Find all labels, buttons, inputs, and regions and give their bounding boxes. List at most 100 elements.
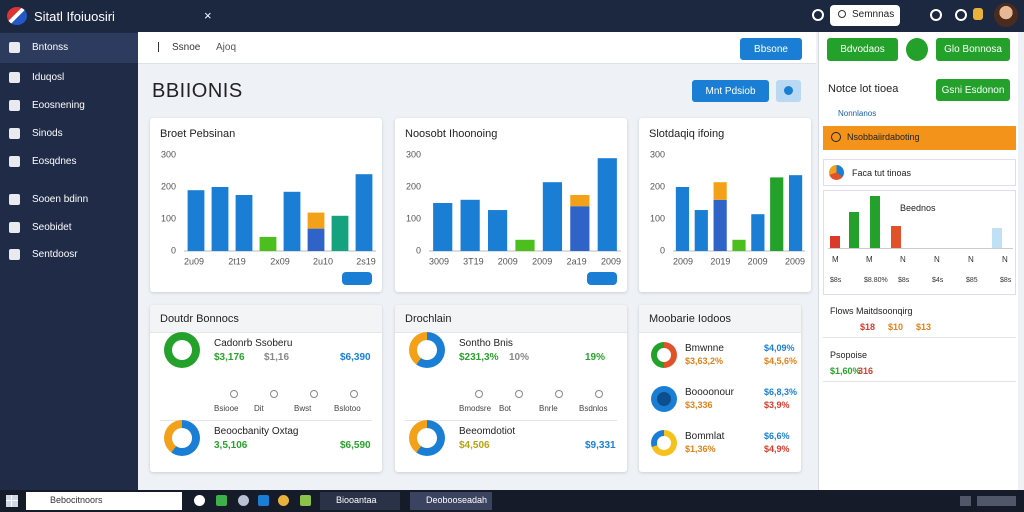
bar <box>307 212 325 229</box>
x-tick-label: 2009 <box>748 256 768 266</box>
panel-icon-button[interactable] <box>906 38 928 61</box>
chart: 0 100 200 300 2009 2019 2009 2009 <box>650 149 805 266</box>
item-label: Beeomdotiot <box>459 426 516 437</box>
item-icon-hole <box>417 428 437 448</box>
sub-icon <box>270 390 278 398</box>
item-value: $6,590 <box>340 440 371 451</box>
sidebar-item[interactable]: Iduqosl <box>32 72 65 83</box>
x-tick-label: 2019 <box>710 256 730 266</box>
item-value: $3,63,2% <box>685 356 724 366</box>
x-tick-label: 3T19 <box>463 256 484 266</box>
taskbar-icon[interactable] <box>300 495 311 506</box>
y-tick-label: 100 <box>406 213 421 223</box>
item-icon-hole <box>657 436 671 450</box>
avatar[interactable] <box>994 3 1018 27</box>
page-heading: BBIIONIS <box>152 80 243 102</box>
taskbar-icon[interactable] <box>194 495 205 506</box>
panel-button[interactable]: Glo Bonnosa <box>936 38 1010 61</box>
panel-row-value: $13 <box>916 322 932 332</box>
search-box[interactable]: Semnnas <box>830 5 900 26</box>
taskbar-icon[interactable] <box>278 495 289 506</box>
y-tick-label: 200 <box>650 181 665 191</box>
toolbar-icon[interactable] <box>812 9 824 21</box>
panel-small: Nonnlanos <box>838 109 877 118</box>
sidebar-item[interactable]: Sinods <box>32 128 63 139</box>
tray <box>960 496 1016 506</box>
card-title: Drochlain <box>405 313 452 325</box>
item-value: $6,390 <box>340 352 371 363</box>
sub-label: Dit <box>254 404 264 413</box>
orange-bar[interactable]: Nsobbaiirdaboting <box>823 126 1016 150</box>
taskbar-icon[interactable] <box>216 495 227 506</box>
item-value: $4,5,6% <box>764 356 798 366</box>
item-icon-hole <box>417 340 437 360</box>
action-button[interactable]: Mnt Pdsiob <box>692 80 769 102</box>
mini-x-label: M <box>866 255 873 264</box>
sidebar-item[interactable]: Bntonss <box>32 42 69 53</box>
sidebar-item[interactable]: Sooen bdinn <box>32 194 89 205</box>
sidebar-item[interactable]: Eoosnening <box>32 100 85 111</box>
sidebar-active <box>0 33 138 63</box>
mini-sub-label: $8s <box>830 277 842 284</box>
close-button[interactable]: × <box>204 8 212 23</box>
sub-icon <box>230 390 238 398</box>
sidebar <box>0 32 138 490</box>
sub-label: Bwst <box>294 404 312 413</box>
panel-heading-button[interactable]: Gsni Esdonon <box>936 79 1010 101</box>
item-value: $4,9% <box>764 444 790 454</box>
item-icon-hole <box>657 348 671 362</box>
x-tick-label: 2009 <box>673 256 693 266</box>
bar <box>283 191 301 251</box>
card-footer-button[interactable] <box>342 272 372 285</box>
bar <box>487 210 508 251</box>
taskbar-search[interactable]: Bebocitnoors <box>26 492 182 510</box>
item-label: Cadonrb Ssoberu <box>214 338 293 349</box>
toolbar-icon[interactable] <box>955 9 967 21</box>
panel-heading: Notce lot tioea <box>828 83 899 95</box>
tab[interactable]: Ajoq <box>216 42 237 53</box>
bar <box>570 206 590 251</box>
panel-row-value: $18 <box>860 322 876 332</box>
start-button[interactable] <box>6 495 18 507</box>
sidebar-item[interactable]: Eosqdnes <box>32 156 77 167</box>
bar <box>732 239 746 251</box>
item-label: Bommlat <box>685 431 725 442</box>
bar <box>307 228 325 251</box>
item-icon-hole <box>657 392 671 406</box>
mini-x-label: N <box>968 255 974 264</box>
mini-x-label: N <box>900 255 906 264</box>
panel-button[interactable]: Bdvodaos <box>827 38 898 61</box>
sidebar-icon <box>9 100 20 111</box>
chart-title: Broet Pebsinan <box>160 128 236 140</box>
card-footer-button[interactable] <box>587 272 617 285</box>
summary-card: Doutdr Bonnocs Cadonrb Ssoberu $3,176 $1,16… <box>150 305 382 472</box>
bar <box>211 187 229 251</box>
item-label: Sontho Bnis <box>459 338 513 349</box>
sidebar-item[interactable]: Sentdoosr <box>32 249 78 260</box>
mini-bar <box>849 212 859 248</box>
taskbar-app[interactable]: Biooantaa <box>320 492 400 510</box>
item-icon-hole <box>172 340 192 360</box>
taskbar-icon[interactable] <box>238 495 249 506</box>
item-value: $6,6% <box>764 431 790 441</box>
app-title: Sitatl Ifoiuosiri <box>34 9 115 24</box>
app-logo <box>7 7 27 25</box>
bar <box>751 214 765 251</box>
mini-sub-label: $8s <box>1000 277 1012 284</box>
x-tick-label: 2009 <box>498 256 518 266</box>
bar <box>433 203 453 251</box>
item-value: 3,5,106 <box>214 440 248 451</box>
tab[interactable]: Ssnoe <box>172 42 201 53</box>
taskbar-app[interactable]: Deobooseadah <box>410 492 492 510</box>
sidebar-item[interactable]: Seobidet <box>32 222 72 233</box>
sub-icon <box>350 390 358 398</box>
item-label: Boooonour <box>685 387 734 398</box>
tab-icon <box>158 42 164 52</box>
sub-label: Bot <box>499 404 512 413</box>
taskbar-icon[interactable] <box>258 495 269 506</box>
top-button[interactable]: Bbsone <box>740 38 802 60</box>
dropdown[interactable]: Faca tut tinoas <box>823 159 1016 186</box>
toolbar-icon[interactable] <box>930 9 942 21</box>
sub-label: Bnrle <box>539 404 558 413</box>
